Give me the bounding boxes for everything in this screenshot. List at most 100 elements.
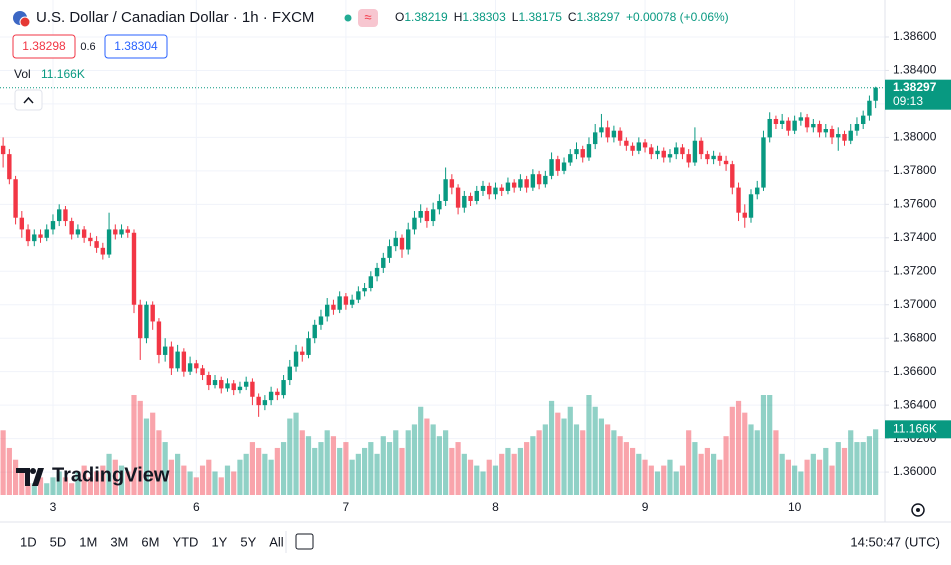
buy-button[interactable] (104, 34, 168, 59)
volume-bar (443, 430, 449, 495)
sell-price[interactable]: 1.38298 (22, 39, 66, 53)
logo-text: TradingView (52, 464, 170, 486)
volume-bar (112, 459, 118, 495)
candle-body (424, 211, 430, 222)
range-button[interactable]: All (269, 534, 284, 549)
volume-bar (274, 447, 280, 495)
candle-body (430, 209, 436, 222)
settings-icon[interactable] (911, 503, 925, 517)
candle-body (804, 117, 810, 128)
volume-bar (268, 459, 274, 495)
range-button[interactable]: 5Y (240, 534, 256, 549)
volume-bar (823, 447, 829, 495)
range-button[interactable]: 1D (20, 534, 37, 549)
range-button[interactable]: 5D (50, 534, 67, 549)
volume-bar (530, 436, 536, 495)
volume-bar (717, 459, 723, 495)
volume-bar (386, 442, 393, 495)
candle-body (325, 304, 330, 317)
volume-bar (25, 483, 31, 495)
y-tick-label: 1.37600 (893, 196, 937, 210)
candle-body (630, 145, 635, 151)
candle-body (580, 149, 585, 158)
candle-body (356, 291, 361, 300)
candle-body (543, 175, 548, 185)
candle-body (412, 217, 417, 230)
candle-body (57, 209, 62, 222)
candle-body (113, 229, 118, 235)
volume-bar (12, 459, 19, 495)
candle-body (362, 287, 367, 292)
candle-body (823, 129, 828, 133)
volume-bar (623, 442, 629, 495)
volume-bar (137, 400, 143, 495)
volume-title: Vol (14, 67, 31, 81)
volume-bar (243, 453, 249, 495)
volume-bar (312, 447, 318, 495)
x-tick-label: 9 (642, 500, 649, 514)
volume-layer (0, 395, 879, 495)
candle-body (842, 134, 847, 141)
candle-body (449, 179, 455, 188)
volume-bar (860, 442, 866, 495)
y-tick-label: 1.38600 (893, 29, 937, 43)
candle-body (281, 380, 286, 396)
volume-bar (711, 453, 717, 495)
candle-body (455, 187, 461, 208)
volume-bar (567, 406, 573, 495)
candle-body (817, 124, 822, 133)
range-button[interactable]: 3M (110, 534, 128, 549)
volume-bar (94, 471, 100, 495)
volume-bar (617, 436, 623, 495)
ohlc-value: 1.38297 (577, 10, 621, 24)
candle-body (13, 179, 18, 218)
candle-body (100, 247, 106, 255)
candle-body (867, 100, 872, 116)
sell-button[interactable] (12, 34, 76, 59)
volume-bar (143, 418, 150, 495)
volume-bar (168, 459, 174, 495)
x-tick-label: 8 (492, 500, 499, 514)
range-button[interactable]: 6M (141, 534, 159, 549)
volume-bar (318, 442, 324, 495)
volume-bar (499, 453, 505, 495)
candle-body (524, 179, 529, 188)
volume-bar (486, 459, 492, 495)
date-range-icon[interactable] (295, 533, 314, 550)
volume-bar (100, 465, 106, 495)
volume-bar (648, 465, 654, 495)
candle-body (25, 229, 31, 242)
candle-body (530, 174, 536, 188)
candle-body (487, 185, 492, 195)
candle-body (437, 200, 442, 210)
range-button[interactable]: 1Y (211, 534, 227, 549)
y-tick-label: 1.36800 (893, 330, 937, 344)
volume-axis-label: 11.166K (893, 421, 937, 435)
volume-bar (679, 465, 686, 495)
volume-bar (785, 459, 791, 495)
volume-bar (642, 459, 648, 495)
volume-bar (361, 447, 368, 495)
volume-bar (399, 447, 405, 495)
range-button[interactable]: 1M (79, 534, 97, 549)
candle-body (480, 185, 486, 191)
volume-bar (343, 442, 349, 495)
candle-body (611, 130, 617, 138)
buy-price[interactable]: 1.38304 (114, 39, 158, 53)
range-button[interactable]: YTD (172, 534, 198, 549)
collapse-button[interactable] (14, 89, 43, 111)
candle-body (312, 324, 317, 339)
candle-layer (0, 86, 878, 417)
y-tick-label: 1.37000 (893, 297, 937, 311)
volume-bar (199, 465, 206, 495)
logo: TradingView (16, 464, 170, 486)
candle-body (698, 140, 704, 155)
candle-body (268, 391, 274, 401)
candle-body (574, 149, 579, 155)
volume-bar (224, 465, 231, 495)
volume-value-box (885, 420, 951, 439)
ohlc-key: H (454, 10, 463, 24)
candle-body (75, 229, 81, 235)
market-status (344, 14, 352, 22)
